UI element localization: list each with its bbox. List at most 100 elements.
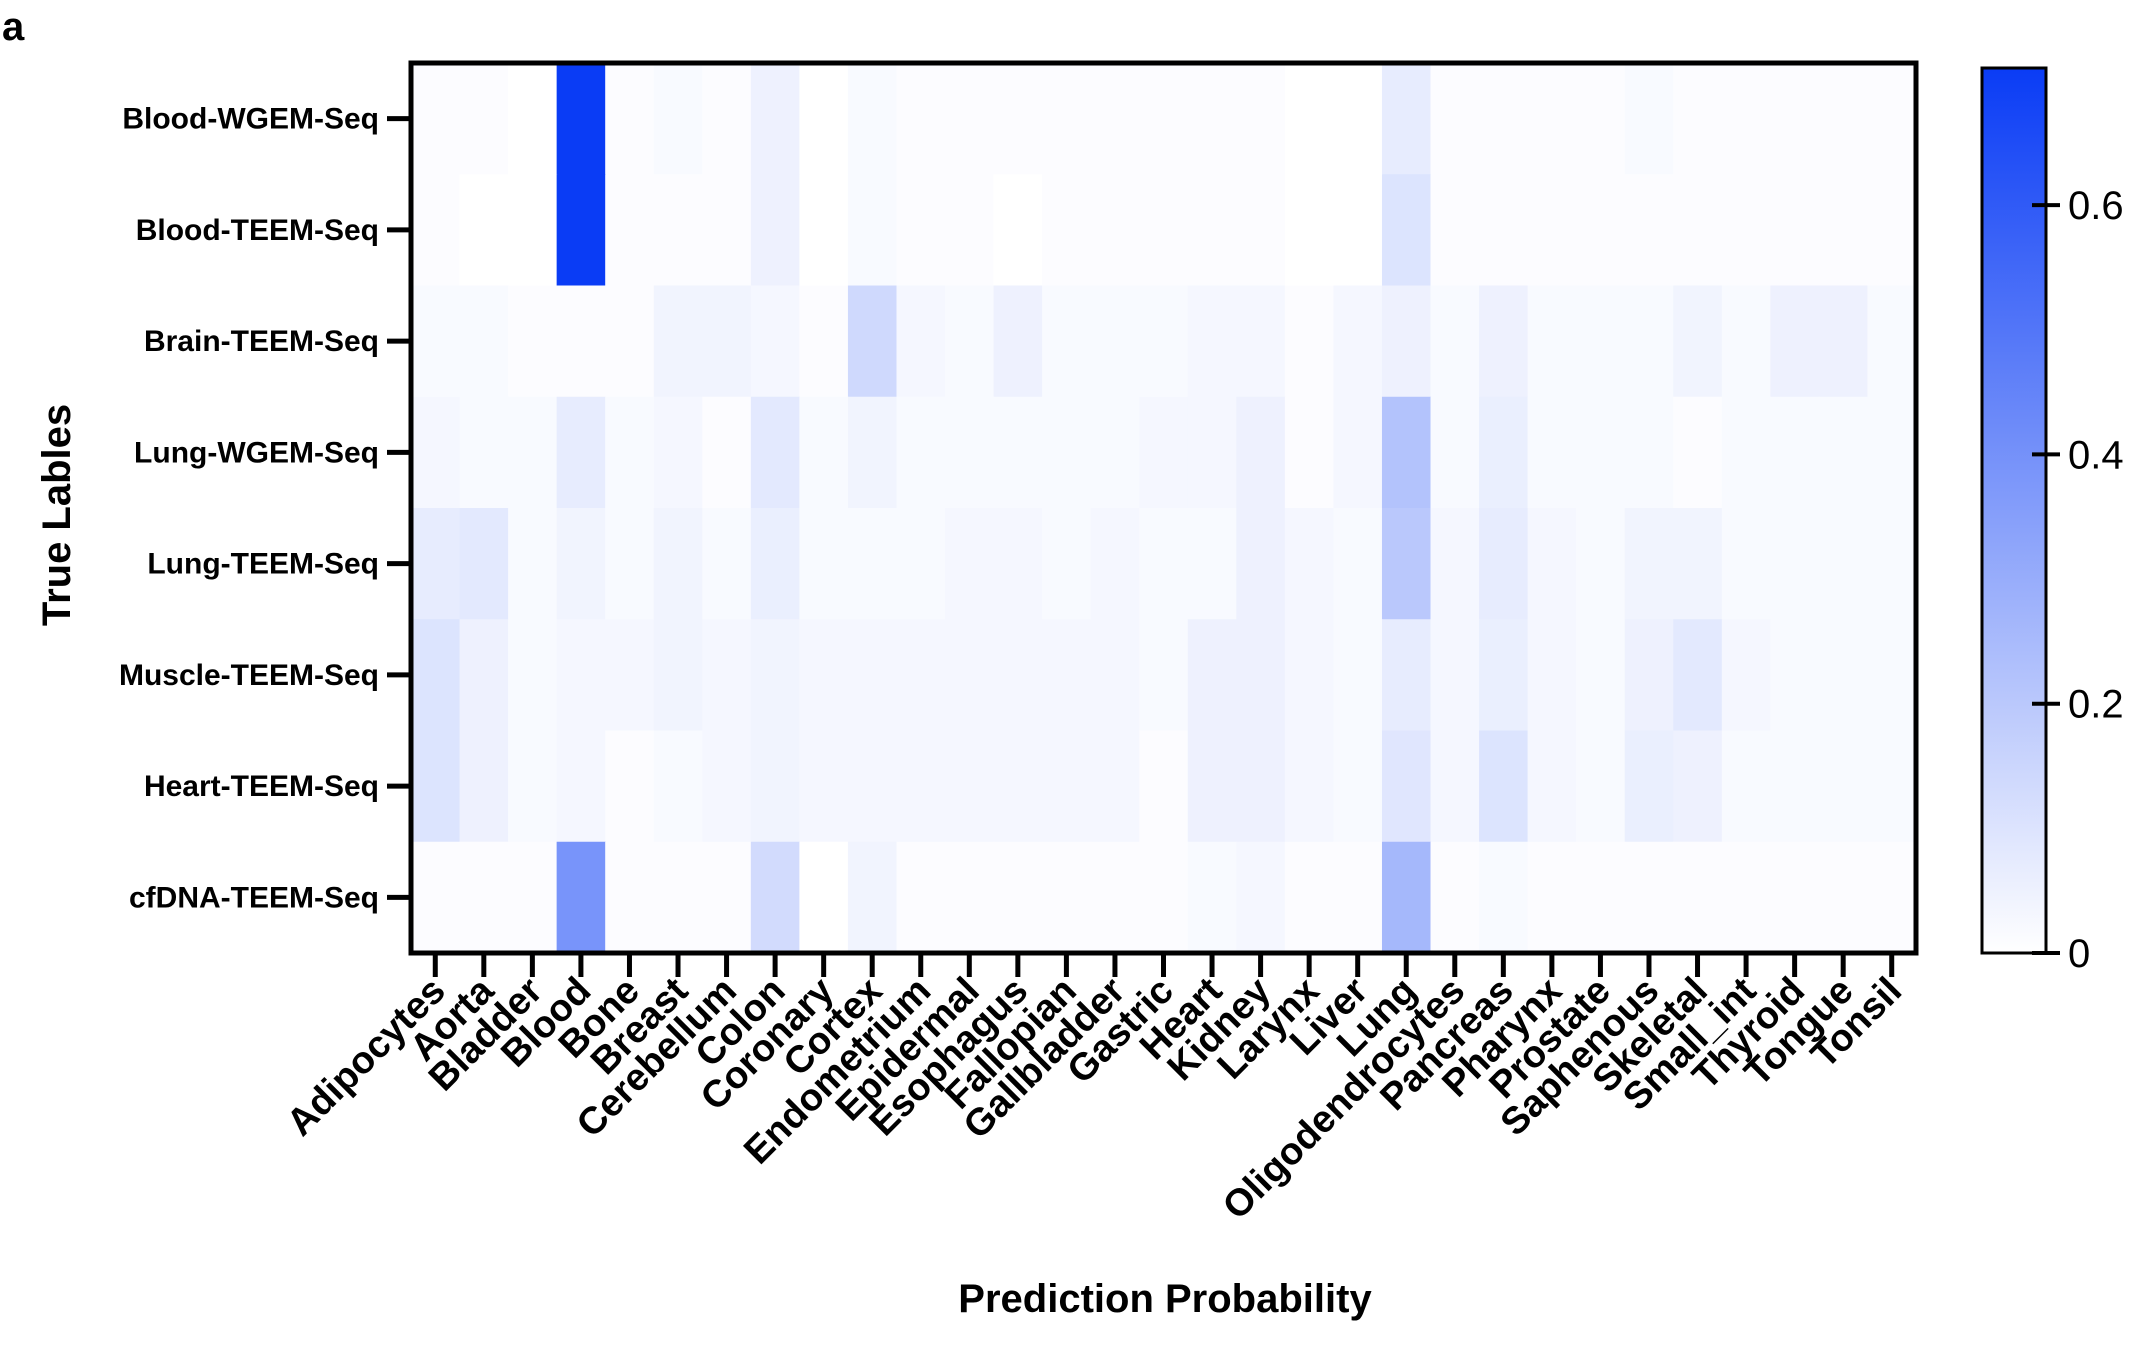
column-axis: AdipocytesAortaBladderBloodBoneBreastCer… — [279, 953, 1910, 1228]
y-axis-title: True Lables — [35, 404, 79, 626]
heatmap-cell — [1139, 396, 1189, 509]
heatmap-cell — [1770, 730, 1820, 843]
heatmap-cell — [1236, 63, 1286, 175]
heatmap-cell — [993, 841, 1043, 954]
heatmap-cell — [1818, 619, 1869, 732]
heatmap-cell — [750, 508, 800, 620]
heatmap-cell — [799, 730, 849, 843]
heatmap-cell — [1770, 619, 1820, 732]
heatmap-cell — [1381, 396, 1432, 509]
heatmap-cell — [1624, 174, 1674, 287]
heatmap-cell — [1673, 396, 1723, 509]
heatmap-cell — [750, 619, 800, 732]
heatmap-cell — [945, 396, 995, 509]
heatmap-cell — [847, 174, 898, 287]
heatmap-cell — [459, 730, 509, 843]
heatmap-cell — [605, 508, 655, 620]
heatmap-cell — [847, 730, 898, 843]
heatmap-cell — [1673, 619, 1723, 732]
heatmap-cell — [653, 396, 703, 509]
heatmap-cell — [1042, 174, 1092, 287]
heatmap-cell — [1527, 730, 1577, 843]
heatmap-cell — [799, 396, 849, 509]
heatmap-cell — [1479, 730, 1529, 843]
heatmap-cell — [945, 841, 995, 954]
heatmap-cell — [1139, 619, 1189, 732]
heatmap-cells — [411, 63, 1917, 954]
colorbar-tick-label: 0.2 — [2068, 683, 2124, 727]
heatmap-cell — [945, 619, 995, 732]
heatmap-cell — [896, 63, 946, 175]
heatmap-cell — [1430, 508, 1480, 620]
row-label: Lung-TEEM-Seq — [147, 548, 379, 581]
heatmap-cell — [1770, 174, 1820, 287]
heatmap-cell — [896, 508, 946, 620]
heatmap-cell — [1576, 63, 1626, 175]
heatmap-cell — [1381, 63, 1432, 175]
heatmap-cell — [508, 63, 558, 175]
heatmap-cell — [993, 730, 1043, 843]
heatmap-cell — [411, 285, 461, 398]
heatmap-cell — [411, 841, 461, 954]
heatmap-cell — [1479, 508, 1529, 620]
heatmap-cell — [459, 63, 509, 175]
heatmap-cell — [1867, 396, 1917, 509]
heatmap-cell — [1139, 841, 1189, 954]
heatmap-cell — [1527, 619, 1577, 732]
heatmap-cell — [945, 730, 995, 843]
heatmap-cell — [1430, 841, 1480, 954]
heatmap-cell — [605, 619, 655, 732]
heatmap-cell — [993, 508, 1043, 620]
heatmap-cell — [1042, 285, 1092, 398]
heatmap-cell — [896, 841, 946, 954]
heatmap-cell — [1673, 730, 1723, 843]
heatmap-cell — [1284, 730, 1335, 843]
heatmap-cell — [1479, 841, 1529, 954]
heatmap-cell — [459, 174, 509, 287]
heatmap-cell — [1867, 508, 1917, 620]
heatmap-cell — [1090, 508, 1140, 620]
heatmap-cell — [1381, 841, 1432, 954]
heatmap-cell — [750, 730, 800, 843]
heatmap-cell — [459, 285, 509, 398]
panel-label: a — [2, 5, 25, 49]
heatmap-cell — [1624, 285, 1674, 398]
heatmap-cell — [847, 396, 898, 509]
heatmap-cell — [1430, 396, 1480, 509]
row-label: Heart-TEEM-Seq — [144, 770, 379, 803]
heatmap-cell — [1042, 63, 1092, 175]
heatmap-cell — [1042, 730, 1092, 843]
heatmap-cell — [1187, 63, 1237, 175]
heatmap-cell — [1139, 730, 1189, 843]
heatmap-cell — [1187, 285, 1237, 398]
heatmap-cell — [1673, 508, 1723, 620]
heatmap-cell — [1333, 619, 1383, 732]
heatmap-cell — [1818, 63, 1869, 175]
heatmap-cell — [1479, 619, 1529, 732]
heatmap-cell — [1139, 508, 1189, 620]
row-axis: Blood-WGEM-Seq Blood-TEEM-Seq Brain-TEEM-S… — [119, 103, 411, 914]
row-label: Blood-TEEM-Seq — [136, 214, 379, 247]
heatmap-cell — [1333, 63, 1383, 175]
heatmap-cell — [556, 174, 606, 287]
heatmap-cell — [799, 285, 849, 398]
heatmap-cell — [702, 396, 752, 509]
heatmap-cell — [1818, 841, 1869, 954]
heatmap-cell — [993, 396, 1043, 509]
heatmap-cell — [1042, 396, 1092, 509]
heatmap-cell — [993, 174, 1043, 287]
colorbar-tick-label: 0.6 — [2068, 184, 2124, 228]
heatmap-cell — [1867, 841, 1917, 954]
heatmap-cell — [556, 619, 606, 732]
heatmap-cell — [993, 63, 1043, 175]
heatmap-cell — [1381, 508, 1432, 620]
heatmap-cell — [1721, 508, 1771, 620]
heatmap-cell — [750, 841, 800, 954]
heatmap-cell — [1867, 730, 1917, 843]
heatmap-cell — [1090, 619, 1140, 732]
heatmap-cell — [799, 619, 849, 732]
heatmap-cell — [1770, 396, 1820, 509]
heatmap-cell — [1527, 508, 1577, 620]
heatmap-cell — [605, 63, 655, 175]
heatmap-cell — [1187, 730, 1237, 843]
